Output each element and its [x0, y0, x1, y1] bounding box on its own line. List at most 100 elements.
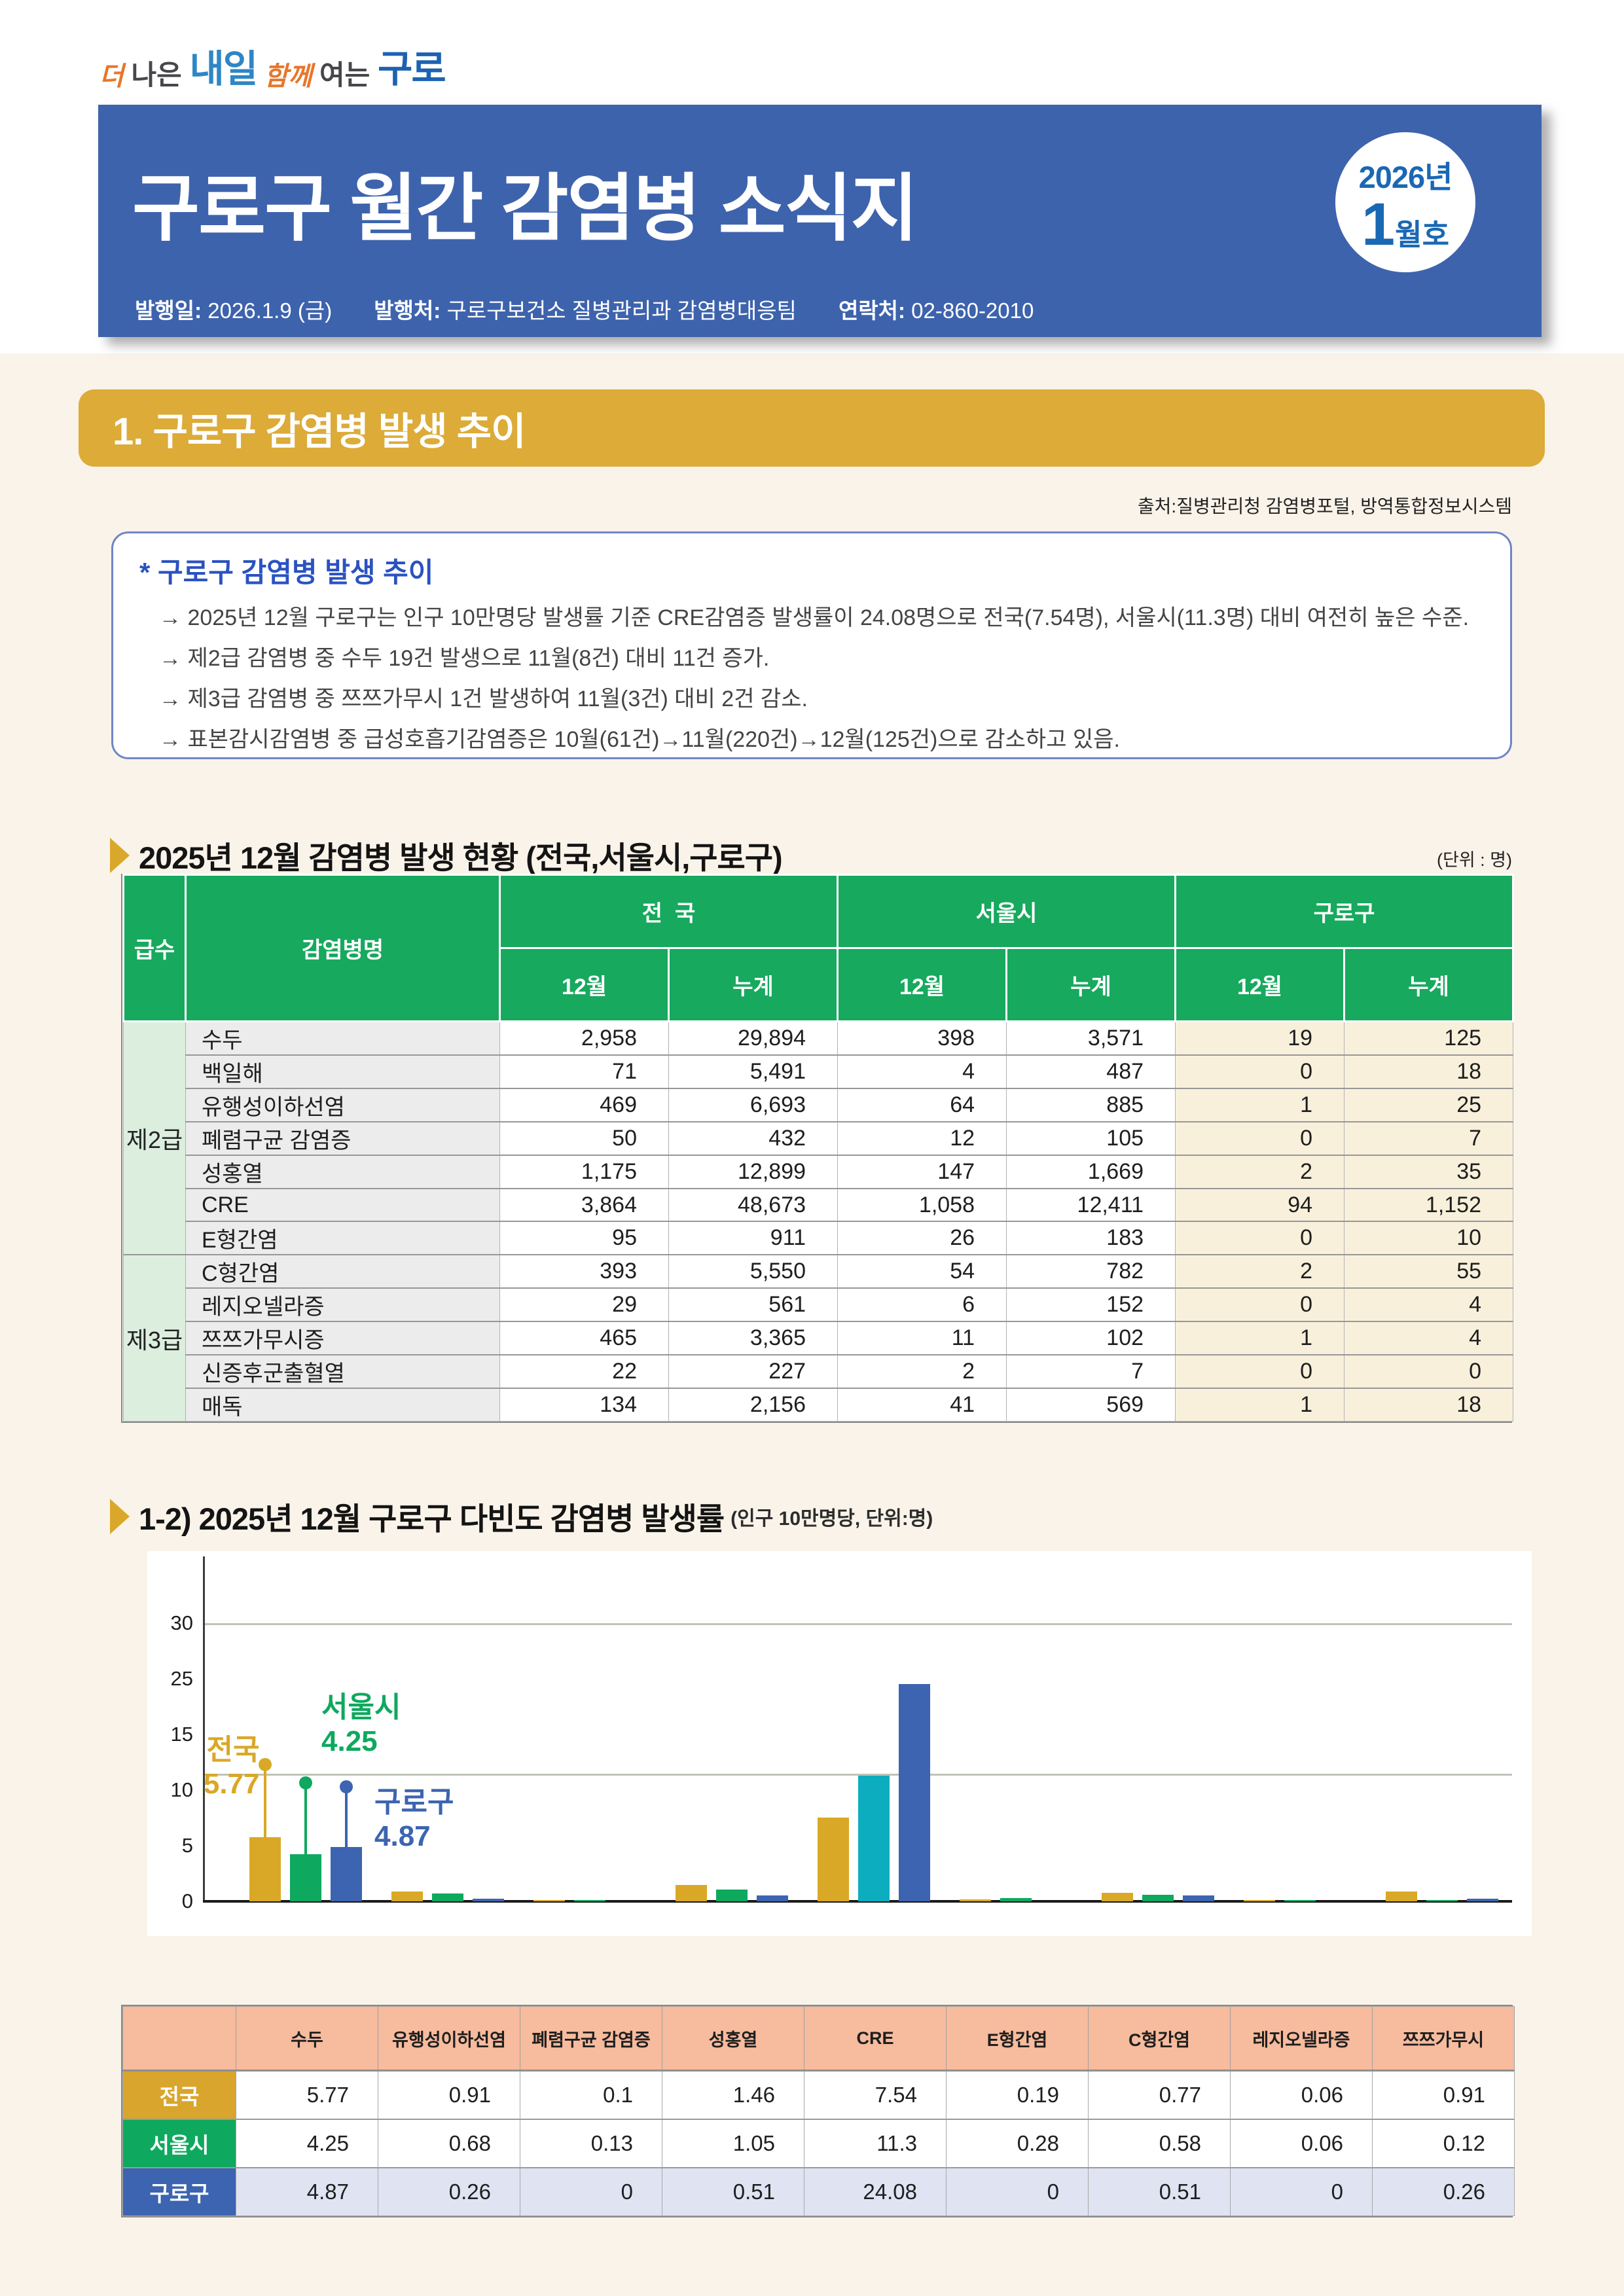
value-cell: 0: [1175, 1221, 1345, 1255]
bar-전국-C형간염: [1102, 1893, 1133, 1901]
value-cell: 11: [837, 1321, 1007, 1355]
bar-전국-성홍열: [676, 1885, 707, 1901]
col-header-region: 구로구: [1174, 874, 1515, 949]
summary-box: * 구로구 감염병 발생 추이 → 2025년 12월 구로구는 인구 10만명…: [111, 531, 1512, 759]
annotation-label-서울시: 서울시 4.25: [321, 1691, 401, 1759]
y-tick-label: 5: [181, 1834, 193, 1857]
bar-구로구-성홍열: [757, 1895, 788, 1901]
rate-row-label: 서울시: [122, 2118, 236, 2168]
value-cell: 12,411: [1006, 1188, 1176, 1222]
annotation-series-name: 서울시: [321, 1691, 401, 1723]
value-cell: 125: [1344, 1020, 1514, 1056]
disease-name-cell: 수두: [185, 1020, 500, 1056]
value-cell: 0: [1175, 1054, 1345, 1089]
summary-bullet: → 제2급 감염병 중 수두 19건 발생으로 11월(8건) 대비 11건 증…: [159, 646, 770, 671]
rate-col-header: 성홍열: [662, 2006, 804, 2072]
bar-서울시-유행성이하선염: [432, 1893, 463, 1901]
col-header-disease: 감염병명: [185, 874, 501, 1022]
y-tick-label: 15: [170, 1723, 193, 1746]
value-cell: 432: [668, 1121, 839, 1156]
rate-value-cell: 1.05: [662, 2118, 804, 2168]
rate-value-cell: 0.91: [378, 2070, 520, 2119]
summary-title: * 구로구 감염병 발생 추이: [139, 557, 434, 588]
bar-전국-쯔쯔가무시: [1386, 1892, 1417, 1901]
logo-text-part: 구로: [377, 48, 446, 90]
value-cell: 398: [837, 1020, 1007, 1056]
value-cell: 3,864: [499, 1188, 669, 1222]
value-cell: 465: [499, 1321, 669, 1355]
value-cell: 18: [1344, 1388, 1514, 1422]
annotation-label-구로구: 구로구 4.87: [374, 1785, 454, 1854]
publication-segment: 발행일: 2026.1.9 (금): [135, 298, 332, 323]
value-cell: 2: [837, 1354, 1007, 1389]
publication-label: 발행처:: [374, 298, 441, 323]
value-cell: 29,894: [668, 1020, 839, 1056]
table-row: 매독 134 2,156 41 569 1 18: [124, 1388, 1514, 1422]
value-cell: 1,058: [837, 1188, 1007, 1222]
rate-corner-cell: [122, 2006, 236, 2072]
rate-value-cell: 5.77: [236, 2070, 378, 2119]
value-cell: 5,491: [668, 1054, 839, 1089]
rate-value-cell: 0.58: [1088, 2118, 1231, 2168]
chart-x-axis: [203, 1900, 1512, 1903]
rate-value-cell: 0.51: [662, 2166, 804, 2216]
rate-value-cell: 0.26: [378, 2166, 520, 2216]
bar-전국-유행성이하선염: [391, 1892, 423, 1901]
annotation-line-구로구: [344, 1787, 348, 1848]
col-header-period: 12월: [837, 947, 1008, 1022]
disease-name-cell: CRE: [185, 1188, 500, 1222]
value-cell: 3,571: [1006, 1020, 1176, 1056]
rate-value-cell: 4.87: [236, 2166, 378, 2216]
disease-name-cell: 유행성이하선염: [185, 1088, 500, 1122]
rate-row-label: 전국: [122, 2070, 236, 2119]
value-cell: 48,673: [668, 1188, 839, 1222]
value-cell: 12,899: [668, 1155, 839, 1189]
col-header-region: 전 국: [498, 874, 839, 949]
rate-col-header: CRE: [804, 2006, 947, 2072]
arrow-marker-icon: [110, 1498, 130, 1534]
value-cell: 7: [1006, 1354, 1176, 1389]
value-cell: 95: [499, 1221, 669, 1255]
bar-구로구-유행성이하선염: [473, 1899, 504, 1901]
value-cell: 22: [499, 1354, 669, 1389]
y-tick-label: 30: [170, 1611, 193, 1634]
arrow-marker-icon: [110, 837, 130, 873]
rate-value-cell: 0.77: [1088, 2070, 1231, 2119]
infection-table: 급수 감염병명 전 국 서울시 구로구 12월 누계 12월 누계 12월 누계 제2급 수두 2,958…: [122, 874, 1515, 1422]
chart-title: 1-2) 2025년 12월 구로구 다빈도 감염병 발생률: [139, 1501, 725, 1536]
publication-segment: 연락처: 02-860-2010: [839, 298, 1034, 323]
bar-서울시-레지오넬라증: [1284, 1900, 1316, 1901]
bar-전국-레지오넬라증: [1244, 1900, 1275, 1901]
bar-서울시-성홍열: [716, 1890, 748, 1901]
rate-value-cell: 0.1: [520, 2070, 662, 2119]
table-row: 백일해 71 5,491 4 487 0 18: [124, 1054, 1514, 1089]
chart-unit-note: (인구 10만명당, 단위:명): [731, 1507, 933, 1530]
col-header-grade: 급수: [122, 874, 187, 1022]
annotation-value: 5.77: [203, 1768, 260, 1800]
section-1-title: 1. 구로구 감염병 발생 추이: [113, 410, 526, 453]
value-cell: 1: [1175, 1088, 1345, 1122]
disease-name-cell: 성홍열: [185, 1155, 500, 1189]
value-cell: 1,669: [1006, 1155, 1176, 1189]
annotation-dot-서울시: [298, 1776, 312, 1789]
main-table-title: 2025년 12월 감염병 발생 현황 (전국,서울시,구로구): [139, 840, 783, 875]
summary-bullet: → 표본감시감염병 중 급성호흡기감염증은 10월(61건)→11월(220건)…: [159, 727, 1120, 752]
table-row: E형간염 95 911 26 183 0 10: [124, 1221, 1514, 1255]
publication-value: 2026.1.9 (금): [202, 298, 333, 323]
logo-text-part: 여는: [319, 60, 378, 90]
value-cell: 50: [499, 1121, 669, 1156]
summary-bullet: → 2025년 12월 구로구는 인구 10만명당 발생률 기준 CRE감염증 …: [159, 605, 1470, 630]
value-cell: 29: [499, 1287, 669, 1322]
chart-title-row: 1-2) 2025년 12월 구로구 다빈도 감염병 발생률 (인구 10만명당…: [110, 1494, 933, 1539]
chart-gridline: [203, 1623, 1512, 1625]
value-cell: 0: [1344, 1354, 1514, 1389]
value-cell: 35: [1344, 1155, 1514, 1189]
value-cell: 5,550: [668, 1254, 839, 1289]
table-row: 성홍열 1,175 12,899 147 1,669 2 35: [124, 1155, 1514, 1189]
publication-label: 연락처:: [838, 298, 906, 323]
rate-value-cell: 0.06: [1230, 2070, 1373, 2119]
table-row: 제2급 수두 2,958 29,894 398 3,571 19 125: [123, 1020, 1514, 1255]
value-cell: 0: [1175, 1121, 1345, 1156]
value-cell: 134: [499, 1388, 669, 1422]
